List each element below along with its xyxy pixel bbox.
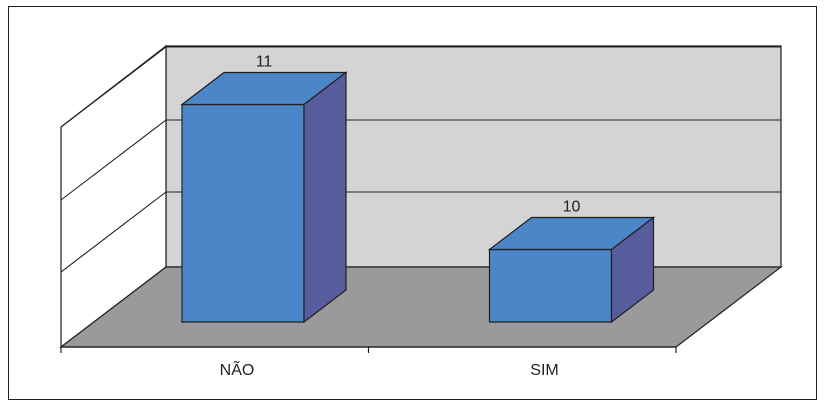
x-axis-ticks xyxy=(61,347,676,353)
bar-side xyxy=(304,73,346,323)
bar-não xyxy=(182,73,346,323)
data-label: 11 xyxy=(256,54,273,71)
data-label: 10 xyxy=(563,199,581,216)
floor xyxy=(61,267,781,347)
bar-sim xyxy=(490,218,654,323)
bar-front xyxy=(490,250,612,323)
category-label: NÃO xyxy=(220,359,255,379)
chart-walls xyxy=(61,46,781,347)
category-label: SIM xyxy=(530,362,558,379)
bar-front xyxy=(182,105,304,323)
